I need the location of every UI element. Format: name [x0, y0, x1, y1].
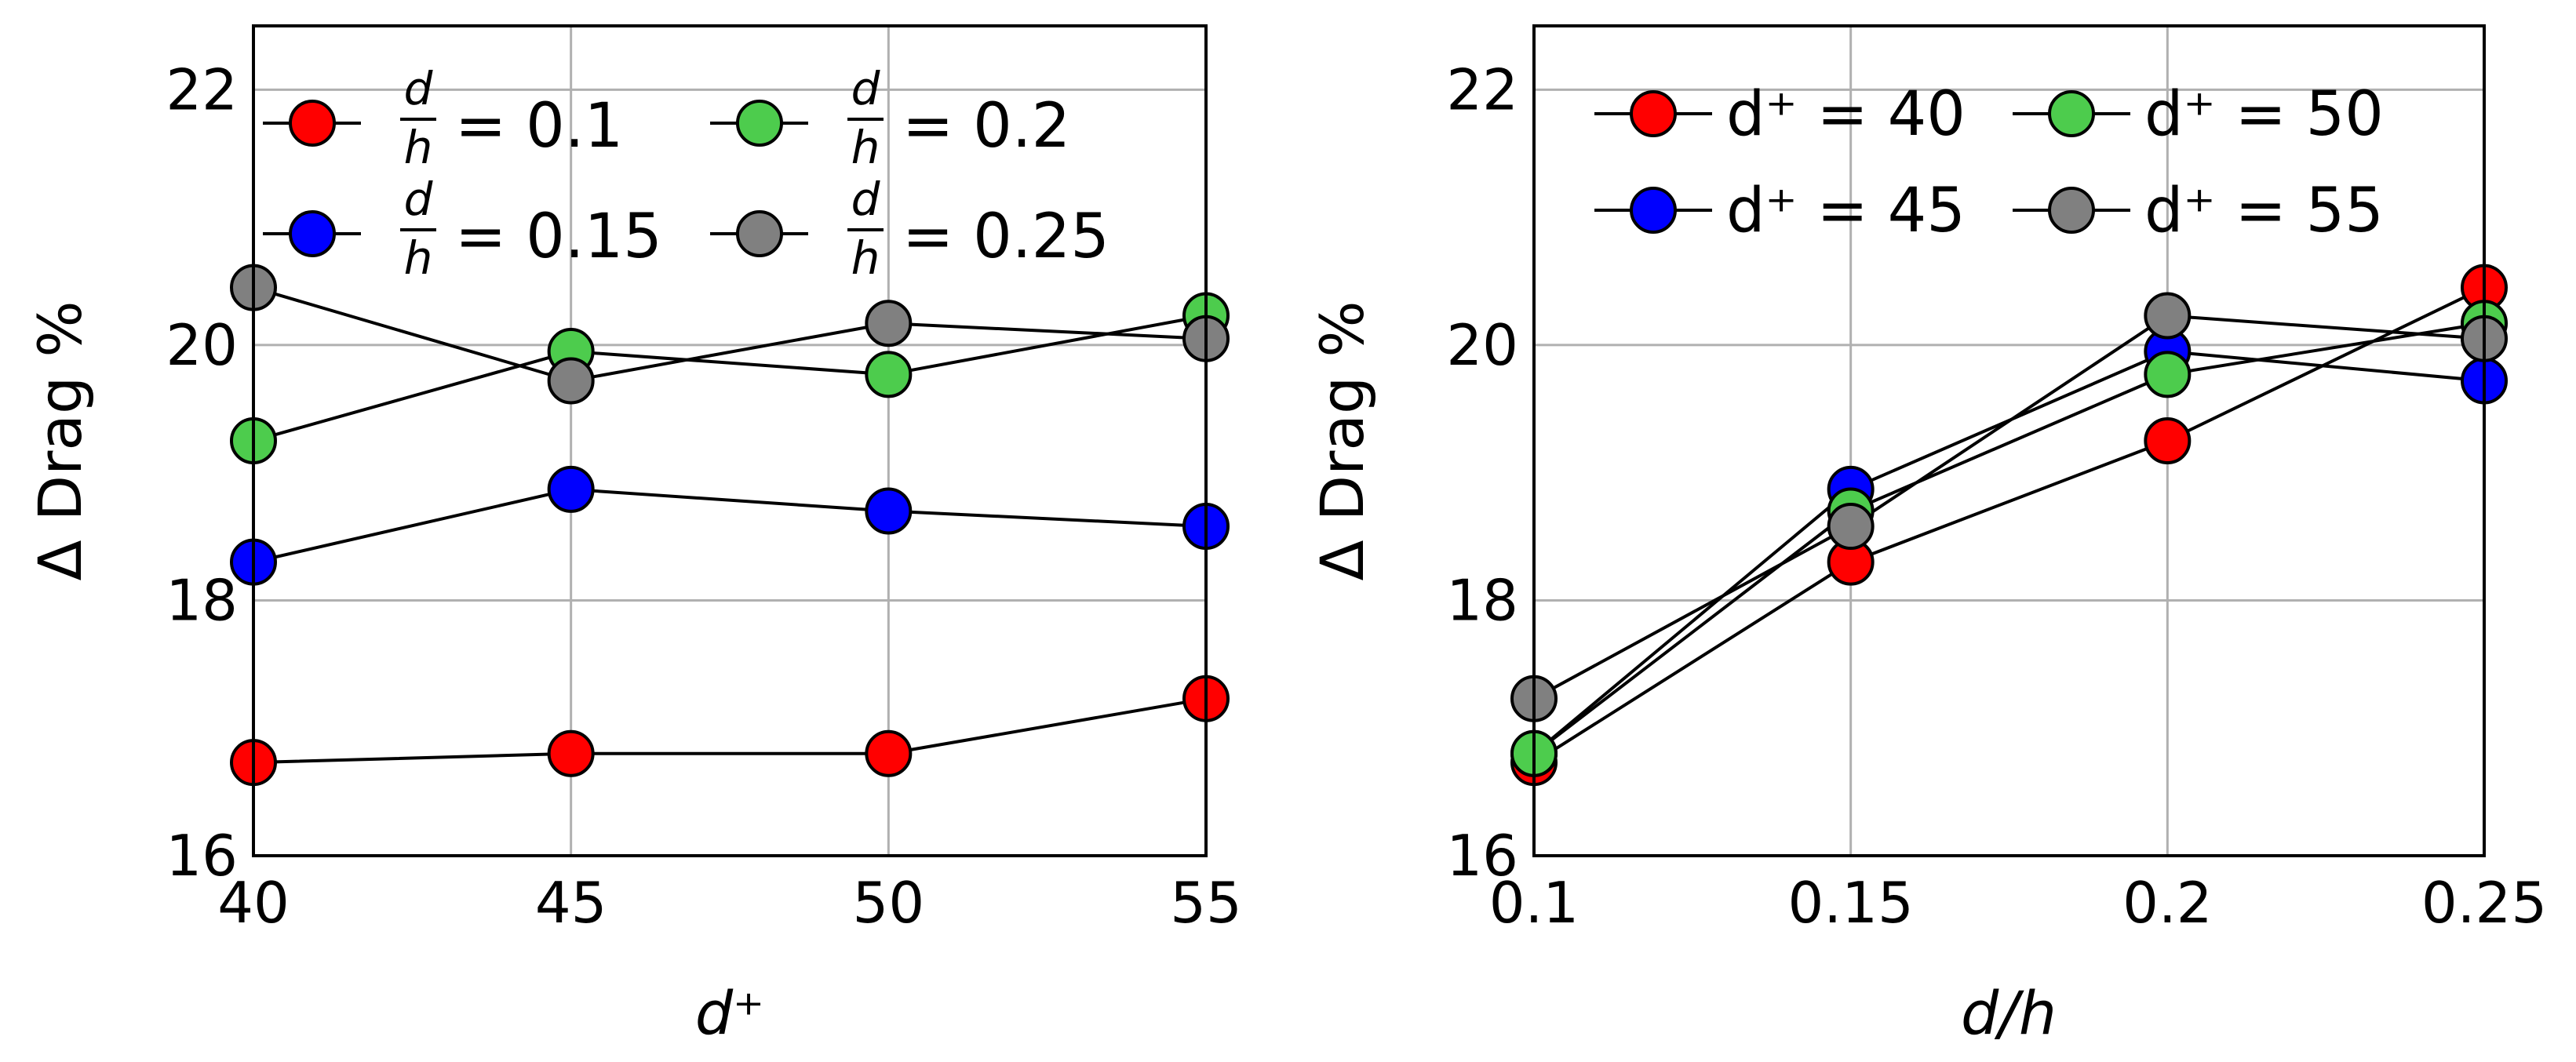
right-plot-frame: [1532, 24, 2486, 857]
left-legend-frac-num-3: d: [851, 173, 881, 226]
left-x-tick-label: 40: [217, 870, 290, 936]
left-legend-frac-den-0: h: [404, 121, 433, 174]
left-x-tick-label: 45: [535, 870, 607, 936]
left-point-s3-x1: [547, 357, 595, 405]
left-y-axis-label: Δ Drag %: [25, 300, 95, 580]
left-y-tick-label: 18: [166, 567, 238, 633]
left-legend-frac-den-1: h: [404, 231, 433, 285]
right-series-lines: [1532, 286, 2485, 764]
right-x-axis-label: d/h: [1961, 978, 2057, 1048]
right-y-tick-label: 18: [1446, 567, 1518, 633]
left-point-s1-x1: [547, 465, 595, 513]
left-legend-entry-2: d h = 0.2: [710, 62, 1070, 174]
right-legend-label-0: d⁺ = 40: [1726, 79, 1966, 150]
right-series-line-2: [1532, 322, 2485, 755]
right-x-tick-label: 0.1: [1489, 870, 1579, 936]
right-point-s0-x2: [2144, 417, 2192, 464]
left-plot-area: [253, 26, 1206, 856]
right-x-tick-label: 0.2: [2122, 870, 2213, 936]
left-legend-label-3: = 0.25: [902, 202, 1109, 272]
right-y-tick-label: 22: [1446, 56, 1518, 122]
left-y-tick-label: 22: [166, 56, 238, 122]
left-point-s0-x1: [547, 729, 595, 777]
right-point-s2-x2: [2144, 351, 2192, 398]
left-tick-labels: 40 45 50 55 16 18 20 22: [166, 56, 1241, 936]
left-series-line-3: [253, 286, 1207, 383]
left-x-tick-label: 50: [853, 870, 925, 936]
right-x-tick-label: 0.25: [2421, 870, 2547, 936]
right-tick-labels: 0.1 0.15 0.2 0.25 16 18 20 22: [1446, 56, 2547, 936]
left-legend-frac-num-1: d: [404, 173, 434, 226]
right-x-tick-label: 0.15: [1788, 870, 1914, 936]
right-y-axis-label: Δ Drag %: [1307, 300, 1377, 580]
left-legend-marker-1: [289, 210, 336, 257]
right-legend-entry-3: d⁺ = 55: [2013, 176, 2384, 246]
left-legend-frac-num-2: d: [851, 62, 881, 115]
right-y-tick-label: 16: [1446, 823, 1518, 889]
left-point-s2-x2: [865, 351, 913, 398]
left-point-s0-x2: [865, 729, 913, 777]
right-y-tick-label: 20: [1446, 312, 1518, 378]
right-legend-label-3: d⁺ = 55: [2144, 176, 2384, 246]
left-legend-label-2: = 0.2: [902, 91, 1070, 162]
left-legend-frac-num-0: d: [404, 62, 434, 115]
right-legend-label-1: d⁺ = 45: [1726, 176, 1966, 246]
left-plot-frame: [252, 24, 1208, 857]
right-series-line-3: [1533, 314, 2485, 700]
right-legend-marker-3: [2048, 187, 2095, 234]
right-legend-entry-0: d⁺ = 40: [1594, 79, 1966, 150]
right-legend-marker-2: [2048, 90, 2095, 137]
left-legend-entry-1: d h = 0.15: [263, 173, 662, 285]
left-legend-marker-3: [736, 210, 783, 257]
left-series-line-0: [253, 696, 1207, 765]
left-series-line-1: [253, 487, 1207, 564]
right-plot-area: [1534, 26, 2484, 856]
left-series-line-2: [253, 314, 1207, 442]
right-legend-label-2: d⁺ = 50: [2144, 79, 2384, 150]
right-legend-entry-2: d⁺ = 50: [2013, 79, 2384, 150]
left-legend-entry-3: d h = 0.25: [710, 173, 1109, 285]
left-legend-entry-0: d h = 0.1: [263, 62, 623, 174]
right-point-s3-x1: [1827, 503, 1875, 551]
left-y-tick-label: 20: [166, 312, 238, 378]
right-legend: d⁺ = 40 d⁺ = 45 d⁺ = 50 d⁺ = 55: [1594, 79, 2384, 246]
left-legend: d h = 0.1 d h = 0.15 d h = 0.2: [263, 62, 1109, 285]
left-point-s1-x2: [865, 487, 913, 535]
right-series-line-0: [1532, 286, 2485, 764]
left-legend-frac-den-3: h: [851, 231, 880, 285]
right-legend-entry-1: d⁺ = 45: [1594, 176, 1966, 246]
left-legend-label-0: = 0.1: [455, 91, 623, 162]
left-legend-label-1: = 0.15: [455, 202, 662, 272]
left-x-axis-label: d⁺: [695, 978, 764, 1048]
left-legend-marker-2: [736, 100, 783, 147]
left-point-s3-x2: [865, 300, 913, 347]
right-point-s3-x2: [2144, 292, 2192, 340]
right-legend-marker-0: [1630, 90, 1677, 137]
right-legend-marker-1: [1630, 187, 1677, 234]
left-y-tick-label: 16: [166, 823, 238, 889]
right-chart: 0.1 0.15 0.2 0.25 16 18 20 22 d/h Δ Drag % d⁺ =…: [1307, 24, 2547, 1048]
left-legend-marker-0: [289, 100, 336, 147]
left-chart: 40 45 50 55 16 18 20 22 d⁺ Δ Drag % d h = 0.1 d…: [25, 24, 1242, 1048]
left-x-tick-label: 55: [1170, 870, 1242, 936]
left-series-lines: [253, 286, 1207, 765]
left-legend-frac-den-2: h: [851, 121, 880, 174]
